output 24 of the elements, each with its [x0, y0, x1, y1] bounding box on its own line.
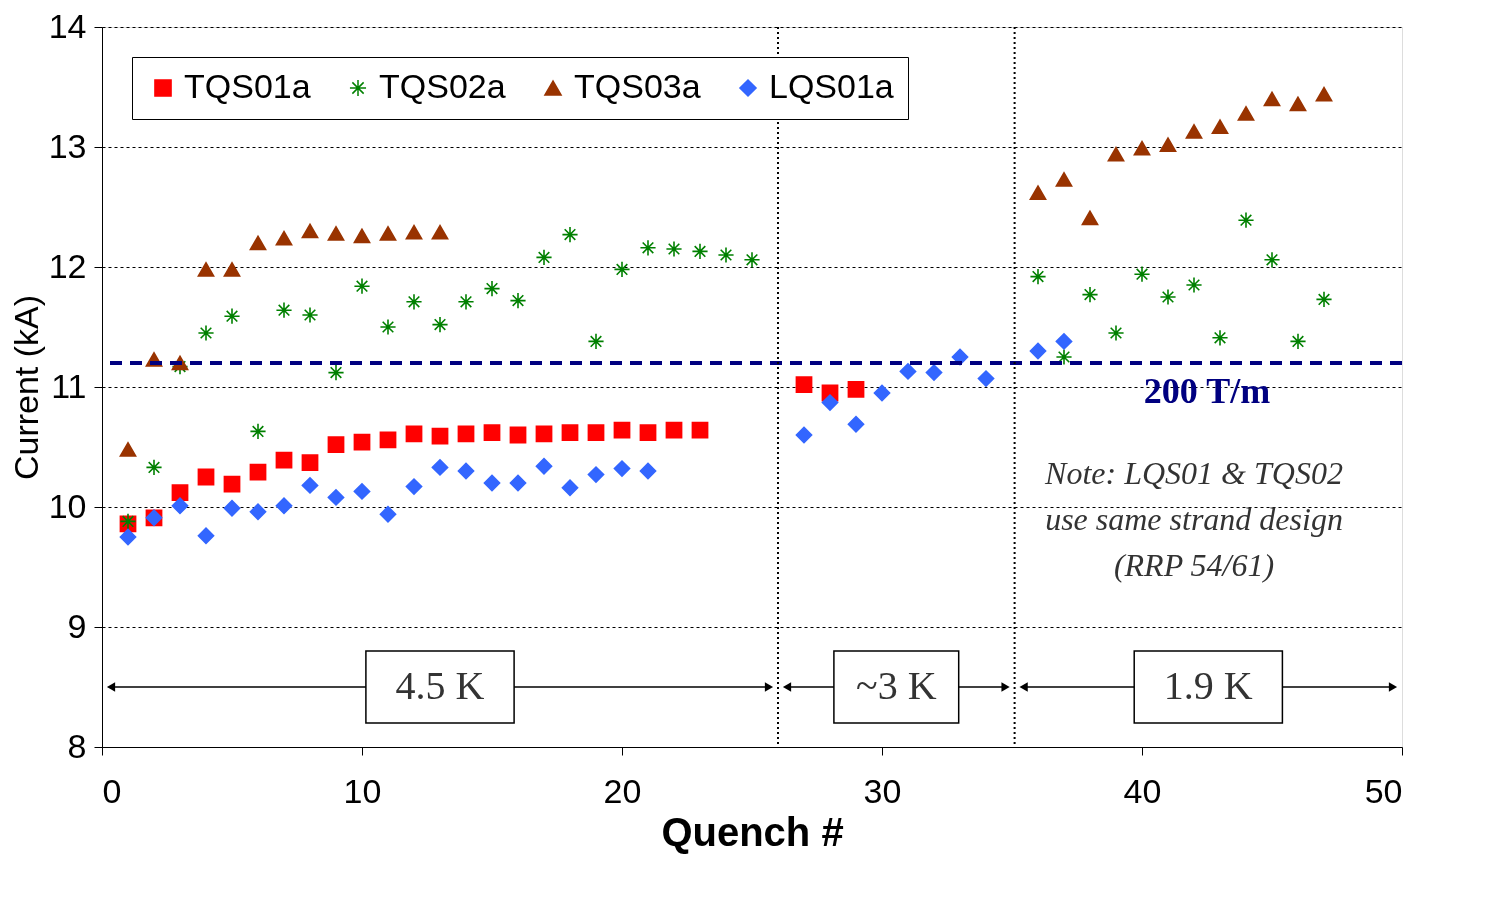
legend-label: TQS01a [184, 67, 311, 105]
y-tick-label: 11 [51, 366, 87, 405]
x-tick-label: 40 [1123, 771, 1162, 810]
annotation: 4.5 K [395, 663, 485, 708]
legend-label: TQS03a [574, 67, 701, 105]
y-tick-label: 8 [67, 726, 87, 765]
y-tick-label: 12 [48, 246, 87, 285]
annotation: Note: LQS01 & TQS02 use same strand design (RRP 54/61) [1044, 455, 1343, 583]
annotation: ~3 K [856, 663, 937, 708]
x-tick-label: 30 [863, 771, 902, 810]
x-tick-label: 10 [343, 771, 382, 810]
legend-label: LQS01a [769, 67, 894, 105]
ref-line-label: 200 T/m [1143, 371, 1271, 411]
x-tick-label: 50 [1364, 771, 1403, 810]
y-tick-label: 9 [67, 606, 87, 645]
annotation: 1.9 K [1163, 663, 1253, 708]
legend-label: TQS02a [379, 67, 506, 105]
y-tick-label: 13 [48, 126, 87, 165]
y-axis-title: Current (kA) [6, 294, 45, 481]
x-tick-label: 20 [603, 771, 642, 810]
x-tick-label: 0 [102, 771, 122, 810]
y-tick-label: 14 [48, 6, 87, 45]
x-axis-title: Quench # [661, 809, 844, 854]
y-tick-label: 10 [48, 486, 87, 525]
